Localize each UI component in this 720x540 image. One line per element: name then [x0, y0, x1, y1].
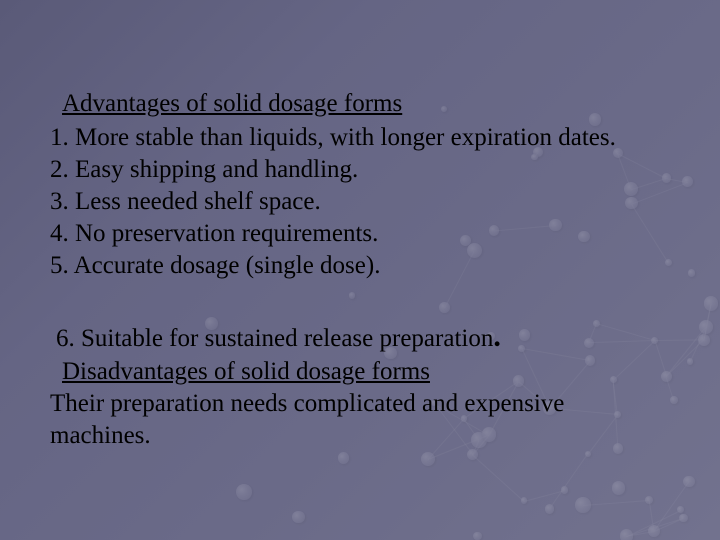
slide-content: Advantages of solid dosage forms 1. More…: [0, 0, 720, 452]
advantage-item: 5. Accurate dosage (single dose).: [50, 250, 670, 282]
advantage-item: 3. Less needed shelf space.: [50, 186, 670, 218]
advantage-item-6-text: 6. Suitable for sustained release prepar…: [56, 325, 493, 352]
advantage-item-6: 6. Suitable for sustained release prepar…: [56, 318, 670, 356]
disadvantage-text: Their preparation needs complicated and …: [50, 388, 670, 452]
advantages-list: 1. More stable than liquids, with longer…: [50, 122, 670, 282]
advantages-heading: Advantages of solid dosage forms: [62, 88, 670, 120]
advantage-item: 1. More stable than liquids, with longer…: [50, 122, 670, 154]
advantage-item-6-period: .: [493, 320, 501, 353]
advantage-item: 4. No preservation requirements.: [50, 218, 670, 250]
disadvantages-heading: Disadvantages of solid dosage forms: [62, 356, 670, 388]
advantage-item: 2. Easy shipping and handling.: [50, 154, 670, 186]
